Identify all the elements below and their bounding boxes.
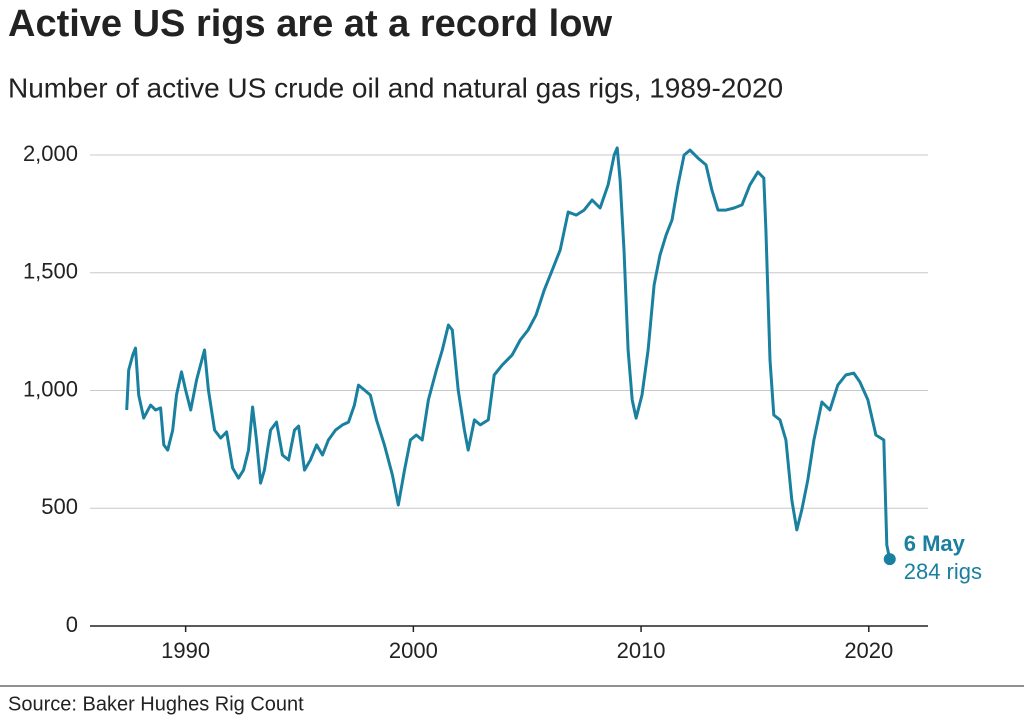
y-tick-label: 2,000 bbox=[23, 141, 78, 166]
y-tick-label: 0 bbox=[66, 612, 78, 637]
chart-subtitle: Number of active US crude oil and natura… bbox=[8, 72, 783, 103]
y-tick-label: 500 bbox=[41, 494, 78, 519]
y-tick-label: 1,000 bbox=[23, 376, 78, 401]
x-tick-label: 2010 bbox=[617, 638, 666, 663]
x-tick-label: 1990 bbox=[161, 638, 210, 663]
line-series bbox=[125, 146, 892, 560]
chart-title: Active US rigs are at a record low bbox=[8, 3, 612, 45]
annotation-title: 6 May bbox=[904, 531, 966, 556]
source: Source: Baker Hughes Rig Count bbox=[8, 693, 304, 715]
y-tick-label: 1,500 bbox=[23, 259, 78, 284]
x-tick-label: 2020 bbox=[844, 638, 893, 663]
end-point bbox=[883, 553, 896, 566]
x-tick-label: 2000 bbox=[389, 638, 438, 663]
annotation-text: 284 rigs bbox=[904, 559, 982, 584]
